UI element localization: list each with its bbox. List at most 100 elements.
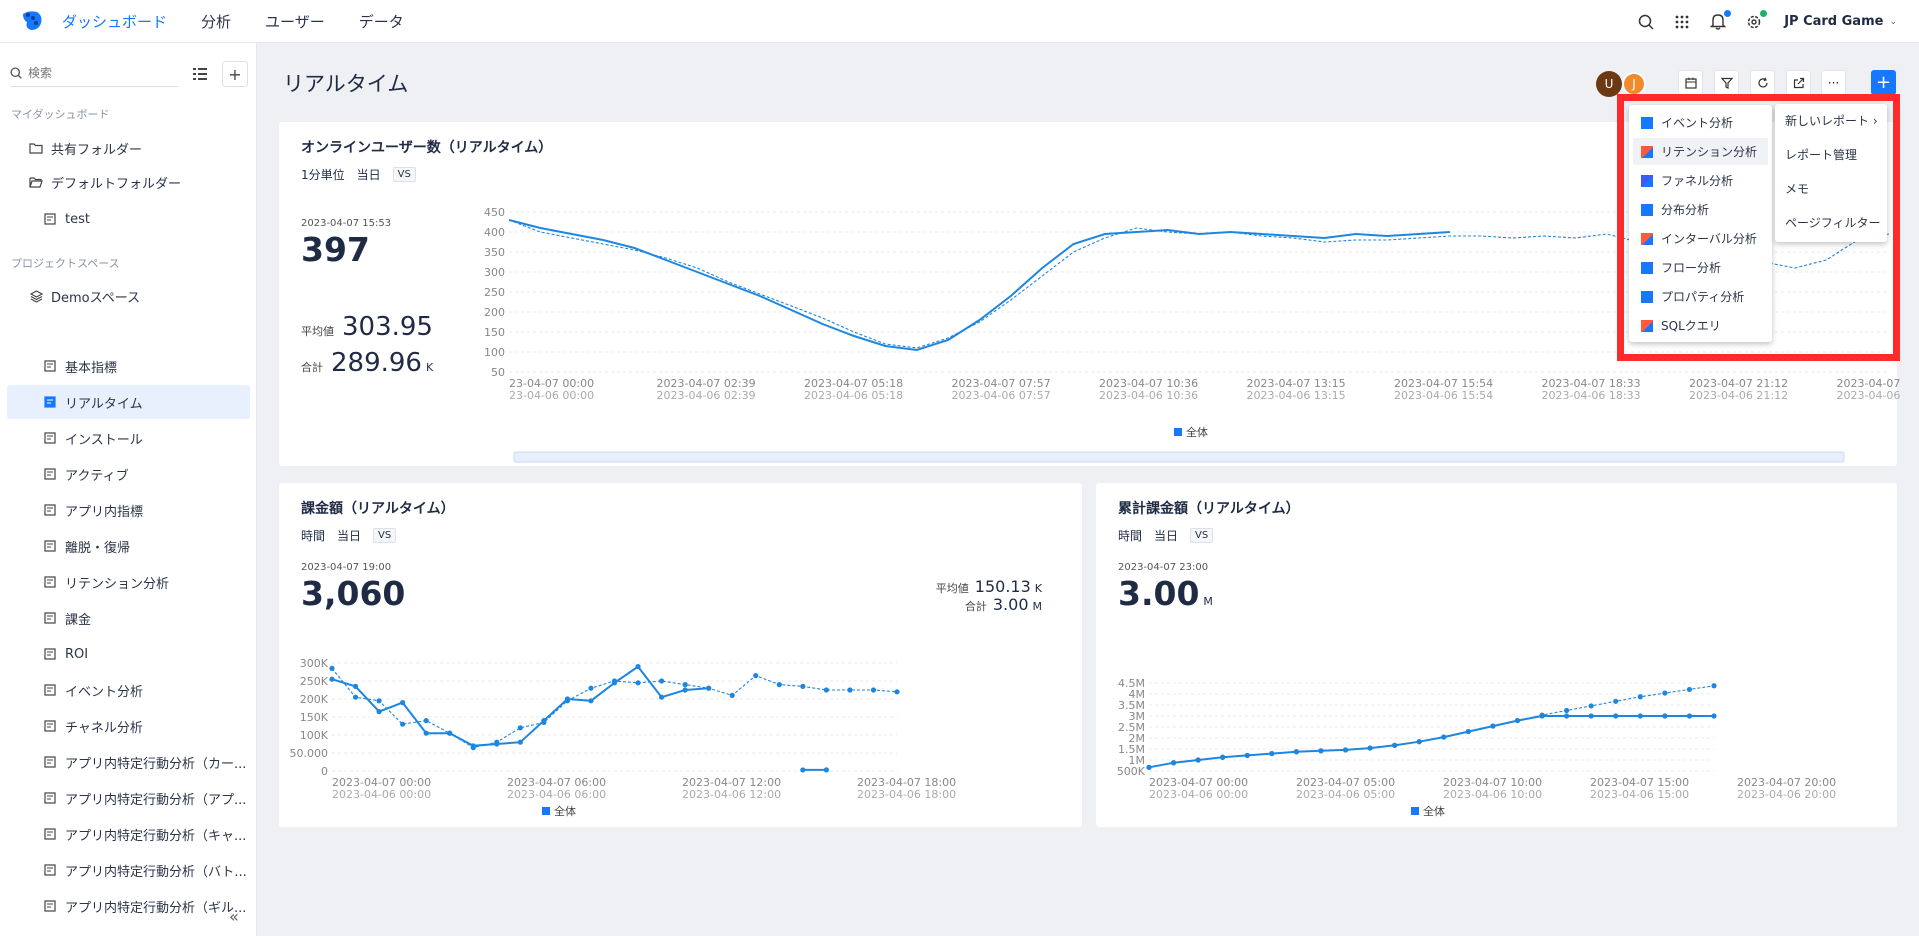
- data-point: [1514, 717, 1521, 724]
- menu-item-funnel-analysis[interactable]: ファネル分析: [1633, 167, 1768, 194]
- nav-tab-analysis[interactable]: 分析: [201, 12, 232, 31]
- timestamp: 2023-04-07 23:00: [1118, 562, 1209, 573]
- compare-toggle[interactable]: VS: [392, 167, 416, 182]
- menu-item-retention-analysis[interactable]: リテンション分析: [1633, 138, 1768, 165]
- calendar-button[interactable]: [1678, 70, 1703, 95]
- avg-label: 平均値: [935, 582, 969, 595]
- menu-item-distribution-analysis[interactable]: 分布分析: [1633, 196, 1768, 223]
- menu-item-property-analysis[interactable]: プロパティ分析: [1633, 283, 1768, 310]
- sidebar-folder-default[interactable]: デフォルトフォルダー: [7, 165, 250, 199]
- menu-new-report[interactable]: 新しいレポート ›: [1785, 114, 1878, 128]
- y-tick-label: 4M: [1129, 688, 1146, 701]
- x-tick-label: 2023-04-07 10:00: [1443, 776, 1542, 789]
- report-icon: [43, 395, 57, 409]
- current-value: 3.00 M: [1118, 574, 1213, 613]
- menu-item-flow-analysis[interactable]: フロー分析: [1633, 254, 1768, 281]
- filter-button[interactable]: [1714, 70, 1739, 95]
- sidebar-item-retention[interactable]: リテンション分析: [7, 565, 250, 599]
- x-tick-label-compare: 2023-04-06 02:39: [657, 389, 756, 402]
- sidebar-search-input[interactable]: [28, 65, 158, 80]
- data-point: [329, 676, 335, 682]
- sidebar-item-roi[interactable]: ROI: [7, 637, 250, 671]
- sidebar-item-behavior-app[interactable]: アプリ内特定行動分析（アプ...: [7, 781, 250, 815]
- x-tick-label-compare: 2023-04-06 10:36: [1099, 389, 1198, 402]
- collapse-sidebar-button[interactable]: «: [229, 907, 239, 926]
- sidebar-item-test[interactable]: test: [7, 202, 250, 236]
- page-title: リアルタイム: [283, 72, 409, 96]
- my-dashboard-heading: マイダッシュボード: [11, 108, 110, 121]
- card-controls: 時間 当日 VS: [301, 527, 408, 544]
- sidebar-item-event-analysis[interactable]: イベント分析: [7, 673, 250, 707]
- apps-grid-icon[interactable]: [1672, 12, 1692, 32]
- more-button[interactable]: ···: [1821, 70, 1846, 95]
- project-selector[interactable]: JP Card Game: [1784, 14, 1884, 29]
- x-tick-label-compare: 2023-04-06 18:00: [857, 788, 956, 801]
- refresh-button[interactable]: [1750, 70, 1775, 95]
- nav-tab-users[interactable]: ユーザー: [265, 12, 325, 31]
- list-view-icon[interactable]: [187, 61, 213, 87]
- date-range-selector[interactable]: 当日: [356, 168, 381, 182]
- sidebar-space-demo[interactable]: Demoスペース: [7, 279, 250, 313]
- share-button[interactable]: [1786, 70, 1811, 95]
- x-tick-label-compare: 23-04-06 00:00: [509, 389, 594, 402]
- data-point: [517, 725, 523, 731]
- y-tick-label: 150K: [300, 711, 329, 724]
- data-point: [423, 730, 429, 736]
- value-number: 3.00: [1118, 574, 1200, 613]
- x-tick-label-compare: 2023-04-06 13:15: [1247, 389, 1346, 402]
- nav-tab-dashboard[interactable]: ダッシュボード: [62, 12, 168, 31]
- menu-item-interval-analysis[interactable]: インターバル分析: [1633, 225, 1768, 252]
- sidebar-item-channel-analysis[interactable]: チャネル分析: [7, 709, 250, 743]
- search-icon[interactable]: [1636, 12, 1656, 32]
- sidebar-item-behavior-guild[interactable]: アプリ内特定行動分析（ギル...: [7, 889, 250, 923]
- nav-tab-data[interactable]: データ: [358, 12, 404, 31]
- menu-page-filter[interactable]: ページフィルター: [1785, 216, 1881, 230]
- sidebar-item-billing[interactable]: 課金: [7, 601, 250, 635]
- granularity-selector[interactable]: 1分単位: [301, 168, 345, 182]
- gear-icon[interactable]: [1744, 9, 1768, 32]
- flow-icon: [1641, 261, 1653, 274]
- data-point: [400, 700, 406, 706]
- avatar[interactable]: J: [1622, 72, 1646, 96]
- chevron-down-icon[interactable]: ⌄: [1889, 16, 1897, 27]
- data-point: [400, 721, 406, 727]
- sidebar-item-behavior-chara[interactable]: アプリ内特定行動分析（キャ...: [7, 817, 250, 851]
- granularity-selector[interactable]: 時間: [301, 529, 326, 543]
- compare-toggle[interactable]: VS: [373, 528, 397, 543]
- timestamp: 2023-04-07 19:00: [301, 562, 392, 573]
- menu-memo[interactable]: メモ: [1785, 182, 1810, 196]
- sidebar-folder-shared[interactable]: 共有フォルダー: [7, 131, 250, 165]
- compare-toggle[interactable]: VS: [1190, 528, 1214, 543]
- top-actions: JP Card Game ⌄: [1620, 0, 1897, 43]
- add-dashboard-button[interactable]: +: [222, 61, 248, 87]
- app-logo-icon[interactable]: [12, 1, 52, 41]
- granularity-selector[interactable]: 時間: [1118, 529, 1143, 543]
- bell-icon[interactable]: [1708, 9, 1732, 32]
- data-point: [1564, 713, 1570, 719]
- menu-item-sql-analysis[interactable]: SQLクエリ: [1633, 312, 1768, 339]
- y-tick-label: 150: [484, 326, 505, 339]
- date-range-selector[interactable]: 当日: [337, 529, 362, 543]
- avatar[interactable]: U: [1596, 71, 1622, 97]
- data-point: [635, 664, 641, 670]
- sidebar-item-churn-return[interactable]: 離脱・復帰: [7, 529, 250, 563]
- menu-report-management[interactable]: レポート管理: [1785, 148, 1858, 162]
- y-tick-label: 200: [484, 306, 505, 319]
- sidebar-item-realtime[interactable]: リアルタイム: [7, 385, 250, 419]
- avg-unit: K: [1034, 582, 1042, 595]
- x-tick-label: 2023-04-07 18:00: [857, 776, 956, 789]
- sum-value: 289.96: [331, 348, 422, 378]
- date-range-selector[interactable]: 当日: [1154, 529, 1179, 543]
- y-tick-label: 50.000: [290, 747, 329, 760]
- sidebar-item-in-app-metrics[interactable]: アプリ内指標: [7, 493, 250, 527]
- sidebar-item-basic-metrics[interactable]: 基本指標: [7, 349, 250, 383]
- add-report-button[interactable]: +: [1871, 70, 1896, 95]
- series-line-yesterday: [1148, 685, 1715, 768]
- sidebar-item-behavior-card[interactable]: アプリ内特定行動分析（カー...: [7, 745, 250, 779]
- sidebar-item-behavior-battle[interactable]: アプリ内特定行動分析（バト...: [7, 853, 250, 887]
- sidebar-item-active[interactable]: アクティブ: [7, 457, 250, 491]
- sidebar-item-install[interactable]: インストール: [7, 421, 250, 455]
- legend-label: 全体: [1186, 425, 1208, 439]
- data-point: [682, 687, 688, 693]
- menu-item-event-analysis[interactable]: イベント分析: [1633, 109, 1768, 136]
